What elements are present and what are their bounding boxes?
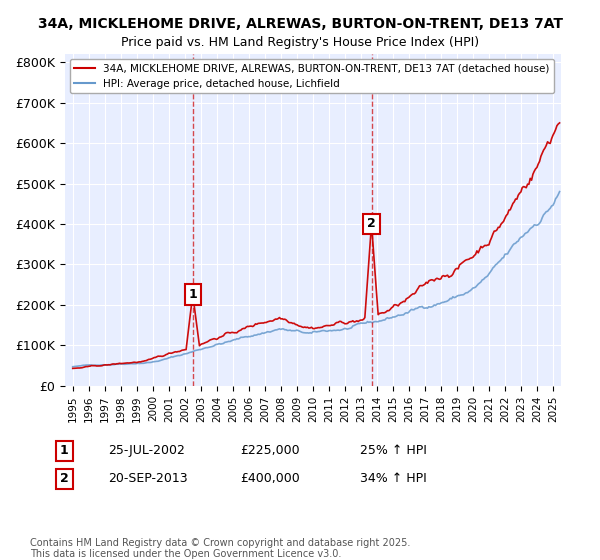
Text: 2: 2: [60, 472, 69, 486]
Text: 1: 1: [188, 288, 197, 301]
Text: 20-SEP-2013: 20-SEP-2013: [108, 472, 188, 486]
Text: Price paid vs. HM Land Registry's House Price Index (HPI): Price paid vs. HM Land Registry's House …: [121, 36, 479, 49]
Text: £400,000: £400,000: [240, 472, 300, 486]
Text: Contains HM Land Registry data © Crown copyright and database right 2025.
This d: Contains HM Land Registry data © Crown c…: [30, 538, 410, 559]
Text: 25-JUL-2002: 25-JUL-2002: [108, 444, 185, 458]
Text: 34A, MICKLEHOME DRIVE, ALREWAS, BURTON-ON-TRENT, DE13 7AT: 34A, MICKLEHOME DRIVE, ALREWAS, BURTON-O…: [37, 17, 563, 31]
Text: 1: 1: [60, 444, 69, 458]
Legend: 34A, MICKLEHOME DRIVE, ALREWAS, BURTON-ON-TRENT, DE13 7AT (detached house), HPI:: 34A, MICKLEHOME DRIVE, ALREWAS, BURTON-O…: [70, 59, 554, 93]
Text: £225,000: £225,000: [240, 444, 299, 458]
Text: 25% ↑ HPI: 25% ↑ HPI: [360, 444, 427, 458]
Text: 2: 2: [367, 217, 376, 230]
Text: 34% ↑ HPI: 34% ↑ HPI: [360, 472, 427, 486]
